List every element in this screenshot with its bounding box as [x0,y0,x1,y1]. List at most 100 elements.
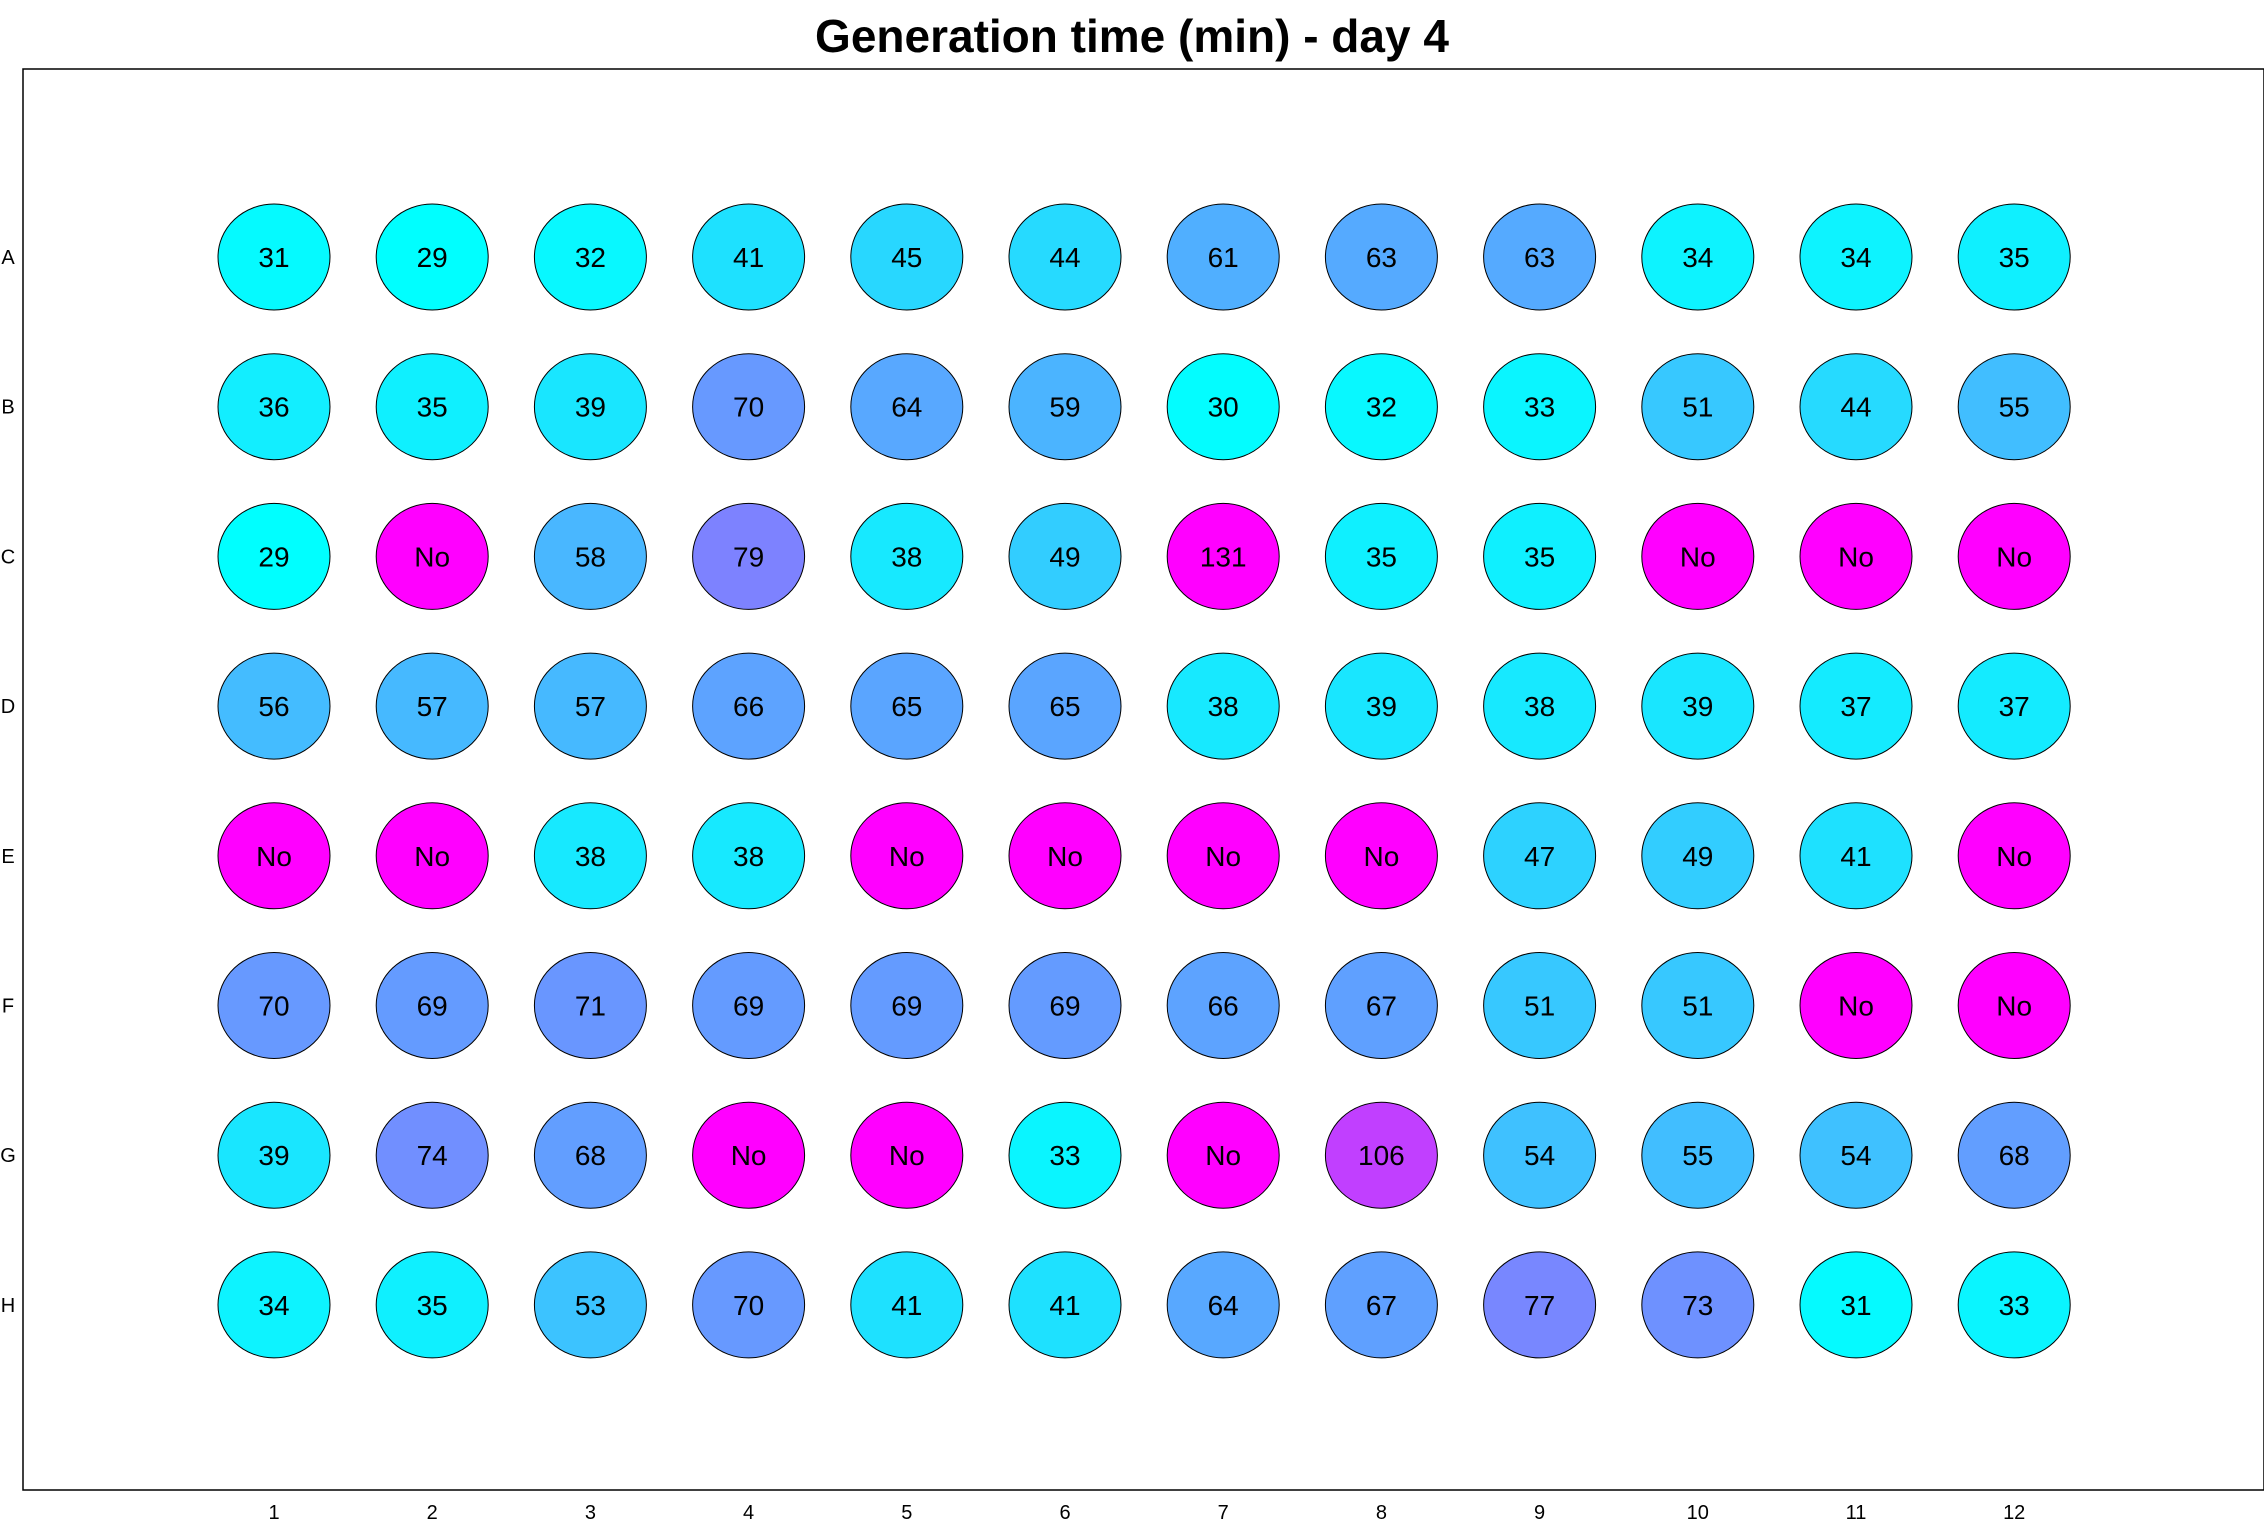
well-circle [1008,203,1122,311]
well-H1: 34 [217,1251,331,1359]
well-B1: 36 [217,353,331,461]
well-circle [1483,652,1597,760]
well-value-label: 31 [1840,1290,1871,1321]
well-circle [1483,1101,1597,1209]
well-value-label: 47 [1524,841,1555,872]
well-A3: 32 [533,203,647,311]
well-circle [217,353,331,461]
well-circle [850,1251,964,1359]
well-E2: No [375,802,489,910]
well-A12: 35 [1957,203,2071,311]
well-value-label: 33 [1049,1140,1080,1171]
well-value-label: 31 [258,242,289,273]
well-E9: 47 [1483,802,1597,910]
well-E11: 41 [1799,802,1913,910]
well-value-label: No [1996,841,2032,872]
well-circle [1641,1251,1755,1359]
well-value-label: 38 [1524,691,1555,722]
well-value-label: 35 [1524,541,1555,572]
well-value-label: 64 [1208,1290,1239,1321]
well-circle [533,203,647,311]
well-value-label: 33 [1999,1290,2030,1321]
well-value-label: No [889,841,925,872]
well-F1: 70 [217,952,331,1059]
well-value-label: 63 [1524,242,1555,273]
well-B5: 64 [850,353,964,461]
column-label-12: 12 [2003,1502,2025,1524]
well-value-label: 37 [1840,691,1871,722]
well-C6: 49 [1008,502,1122,610]
well-A9: 63 [1483,203,1597,311]
well-H6: 41 [1008,1251,1122,1359]
well-circle [1799,1251,1913,1359]
well-value-label: 51 [1682,392,1713,423]
row-label-D: D [1,696,15,718]
well-value-label: No [256,841,292,872]
well-value-label: 39 [575,392,606,423]
column-label-3: 3 [585,1502,596,1524]
well-D1: 56 [217,652,331,760]
well-circle [692,502,806,610]
well-value-label: 57 [575,691,606,722]
well-value-label: 56 [258,691,289,722]
well-circle [1641,353,1755,461]
well-circle [1957,1101,2071,1209]
well-F3: 71 [533,952,647,1059]
well-value-label: 54 [1524,1140,1555,1171]
well-circle [1008,652,1122,760]
well-F10: 51 [1641,952,1755,1059]
well-circle [1799,203,1913,311]
well-circle [1957,1251,2071,1359]
column-label-1: 1 [268,1502,279,1524]
well-circle [1324,802,1438,910]
well-circle [1799,802,1913,910]
well-circle [217,1101,331,1209]
well-value-label: 65 [1049,691,1080,722]
column-label-7: 7 [1218,1502,1229,1524]
well-circle [1483,952,1597,1059]
well-E5: No [850,802,964,910]
well-value-label: 70 [733,1290,764,1321]
well-E10: 49 [1641,802,1755,910]
well-value-label: 39 [258,1140,289,1171]
chart-title: Generation time (min) - day 4 [815,10,1449,62]
plot-frame [22,68,2264,1491]
well-value-label: 69 [733,991,764,1022]
well-A4: 41 [692,203,806,311]
well-G11: 54 [1799,1101,1913,1209]
well-circle [1641,502,1755,610]
well-value-label: 32 [1366,392,1397,423]
well-circle [850,1101,964,1209]
well-value-label: 35 [1366,541,1397,572]
well-F6: 69 [1008,952,1122,1059]
well-H3: 53 [533,1251,647,1359]
well-value-label: 44 [1840,392,1871,423]
well-A1: 31 [217,203,331,311]
well-F7: 66 [1166,952,1280,1059]
well-E8: No [1324,802,1438,910]
well-circle [217,802,331,910]
well-G12: 68 [1957,1101,2071,1209]
well-circle [692,952,806,1059]
well-value-label: 64 [891,392,922,423]
well-value-label: 67 [1366,1290,1397,1321]
well-value-label: 73 [1682,1290,1713,1321]
well-value-label: 65 [891,691,922,722]
well-value-label: No [889,1140,925,1171]
well-circle [533,1251,647,1359]
well-circle [1008,802,1122,910]
well-B6: 59 [1008,353,1122,461]
well-value-label: 66 [733,691,764,722]
well-value-label: 41 [733,242,764,273]
well-value-label: 51 [1682,991,1713,1022]
well-circle [1483,1251,1597,1359]
well-circle [533,353,647,461]
well-circle [1324,502,1438,610]
well-D9: 38 [1483,652,1597,760]
well-circle [850,802,964,910]
well-F11: No [1799,952,1913,1059]
column-label-10: 10 [1687,1502,1709,1524]
well-A6: 44 [1008,203,1122,311]
well-value-label: 55 [1682,1140,1713,1171]
well-value-label: 58 [575,541,606,572]
